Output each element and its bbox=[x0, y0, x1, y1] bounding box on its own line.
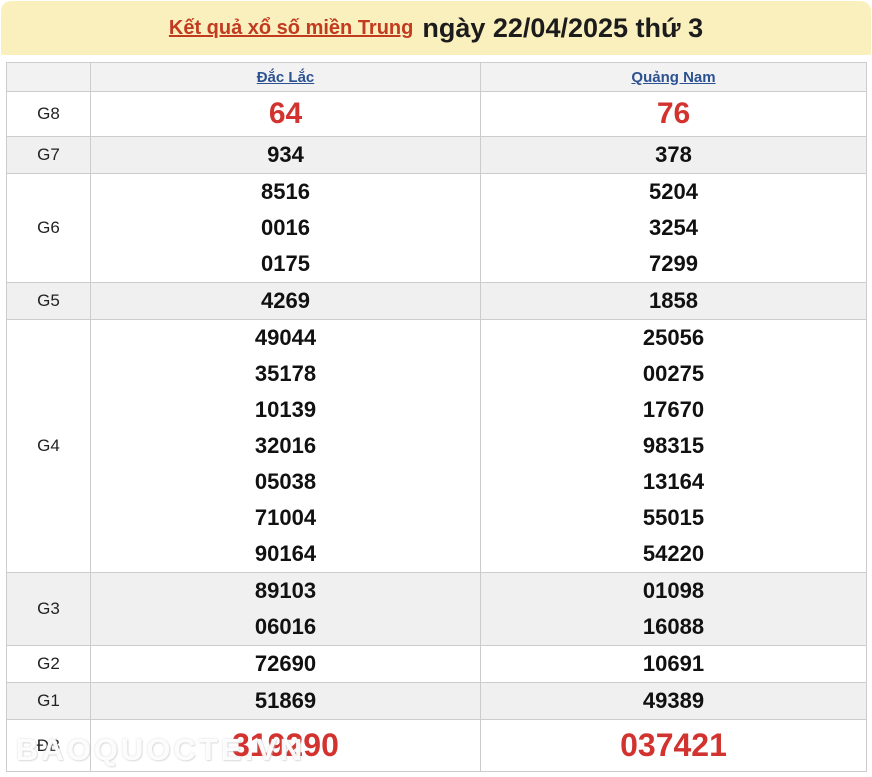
value-cell: 5204 3254 7299 bbox=[480, 173, 867, 283]
table-row-g6: G6 8516 0016 0175 5204 3254 7299 bbox=[6, 173, 867, 283]
dac-lac-link[interactable]: Đắc Lắc bbox=[256, 68, 315, 86]
number-value: 89103 bbox=[254, 578, 317, 603]
prize-label: G2 bbox=[6, 645, 91, 683]
column-header-quang-nam: Quảng Nam bbox=[480, 62, 867, 92]
table-row-g8: G8 64 76 bbox=[6, 91, 867, 137]
value-cell: 51869 bbox=[90, 682, 481, 720]
table-row-g3: G3 89103 06016 01098 16088 bbox=[6, 572, 867, 646]
value-cell: 89103 06016 bbox=[90, 572, 481, 646]
number-value: 90164 bbox=[254, 541, 317, 566]
table-row-db: ĐB 319290 037421 bbox=[6, 719, 867, 772]
table-row-g1: G1 51869 49389 bbox=[6, 682, 867, 720]
number-value: 32016 bbox=[254, 433, 317, 458]
number-value: 76 bbox=[656, 97, 691, 130]
value-cell: 1858 bbox=[480, 282, 867, 320]
value-cell: 037421 bbox=[480, 719, 867, 772]
value-cell: 01098 16088 bbox=[480, 572, 867, 646]
number-value: 64 bbox=[268, 97, 303, 130]
number-value: 55015 bbox=[642, 505, 705, 530]
number-value: 10691 bbox=[642, 651, 705, 676]
value-cell: 8516 0016 0175 bbox=[90, 173, 481, 283]
number-value: 934 bbox=[267, 142, 304, 167]
number-value: 72690 bbox=[254, 651, 317, 676]
number-value: 378 bbox=[655, 142, 692, 167]
page-banner: Kết quả xổ số miền Trung ngày 22/04/2025… bbox=[1, 1, 871, 55]
prize-label: G7 bbox=[6, 136, 91, 174]
prize-label: G1 bbox=[6, 682, 91, 720]
prize-label: G3 bbox=[6, 572, 91, 646]
table-row-g4: G4 49044 35178 10139 32016 05038 71004 9… bbox=[6, 319, 867, 573]
column-header-dac-lac: Đắc Lắc bbox=[90, 62, 481, 92]
title-link[interactable]: Kết quả xổ số miền Trung bbox=[168, 16, 414, 39]
number-value: 25056 bbox=[642, 325, 705, 350]
quang-nam-link[interactable]: Quảng Nam bbox=[631, 68, 716, 86]
value-cell: 4269 bbox=[90, 282, 481, 320]
table-row-g7: G7 934 378 bbox=[6, 136, 867, 174]
number-value: 0016 bbox=[261, 215, 310, 240]
number-value: 05038 bbox=[254, 469, 317, 494]
value-cell: 10691 bbox=[480, 645, 867, 683]
value-cell: 319290 bbox=[90, 719, 481, 772]
number-value: 0175 bbox=[261, 251, 310, 276]
number-value: 54220 bbox=[642, 541, 705, 566]
number-value: 01098 bbox=[642, 578, 705, 603]
number-value: 49389 bbox=[642, 688, 705, 713]
number-value: 3254 bbox=[649, 215, 698, 240]
number-value: 16088 bbox=[642, 614, 705, 639]
table-row-g5: G5 4269 1858 bbox=[6, 282, 867, 320]
value-cell: 76 bbox=[480, 91, 867, 137]
number-value: 8516 bbox=[261, 179, 310, 204]
title-date: ngày 22/04/2025 thứ 3 bbox=[422, 12, 704, 43]
number-value: 71004 bbox=[254, 505, 317, 530]
number-value: 1858 bbox=[649, 288, 698, 313]
value-cell: 25056 00275 17670 98315 13164 55015 5422… bbox=[480, 319, 867, 573]
prize-label: G4 bbox=[6, 319, 91, 573]
value-cell: 378 bbox=[480, 136, 867, 174]
table-row-g2: G2 72690 10691 bbox=[6, 645, 867, 683]
number-value: 7299 bbox=[649, 251, 698, 276]
number-value: 037421 bbox=[620, 727, 727, 763]
prize-label: G5 bbox=[6, 282, 91, 320]
number-value: 06016 bbox=[254, 614, 317, 639]
number-value: 35178 bbox=[254, 361, 317, 386]
number-value: 4269 bbox=[261, 288, 310, 313]
number-value: 98315 bbox=[642, 433, 705, 458]
number-value: 5204 bbox=[649, 179, 698, 204]
prize-label: G8 bbox=[6, 91, 91, 137]
number-value: 10139 bbox=[254, 397, 317, 422]
prize-label: G6 bbox=[6, 173, 91, 283]
column-header-row: Đắc Lắc Quảng Nam bbox=[6, 62, 867, 92]
number-value: 51869 bbox=[254, 688, 317, 713]
number-value: 319290 bbox=[232, 727, 339, 763]
value-cell: 64 bbox=[90, 91, 481, 137]
prize-label: ĐB bbox=[6, 719, 91, 772]
number-value: 00275 bbox=[642, 361, 705, 386]
value-cell: 72690 bbox=[90, 645, 481, 683]
number-value: 17670 bbox=[642, 397, 705, 422]
value-cell: 49044 35178 10139 32016 05038 71004 9016… bbox=[90, 319, 481, 573]
value-cell: 49389 bbox=[480, 682, 867, 720]
value-cell: 934 bbox=[90, 136, 481, 174]
number-value: 49044 bbox=[254, 325, 317, 350]
corner-cell bbox=[6, 62, 91, 92]
number-value: 13164 bbox=[642, 469, 705, 494]
results-table: Đắc Lắc Quảng Nam G8 64 76 G7 934 378 G6… bbox=[6, 62, 867, 772]
